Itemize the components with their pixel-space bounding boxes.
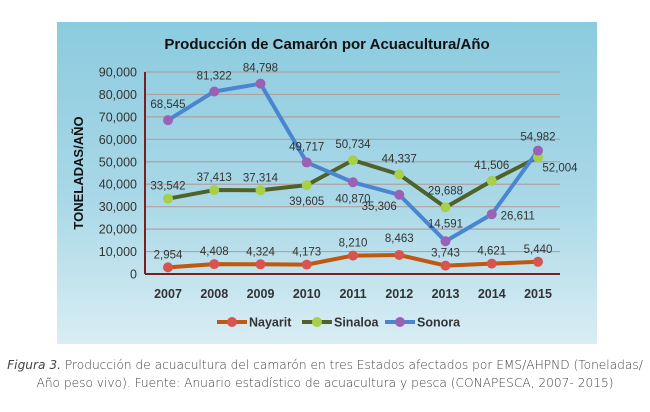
data-label: 26,611 <box>501 210 535 222</box>
legend-marker-sinaloa <box>312 317 322 327</box>
data-point-sinaloa <box>486 175 497 186</box>
data-point-sinaloa <box>255 185 266 196</box>
legend-marker-sonora <box>395 317 405 327</box>
data-point-sonora <box>301 157 312 168</box>
data-label: 37,314 <box>243 172 279 184</box>
line-chart: Producción de Camarón por Acuacultura/Añ… <box>71 36 578 330</box>
legend-label-nayarit: Nayarit <box>249 316 292 330</box>
chart-panel: Producción de Camarón por Acuacultura/Añ… <box>57 22 597 344</box>
x-tick-label: 2015 <box>524 287 552 301</box>
y-tick-label: 50,000 <box>99 155 137 169</box>
data-label: 41,506 <box>474 160 509 172</box>
data-label: 4,408 <box>200 246 229 258</box>
data-label: 68,545 <box>150 99 185 111</box>
data-point-sinaloa <box>301 180 312 191</box>
data-point-sonora <box>255 78 266 89</box>
data-label: 8,210 <box>339 238 368 250</box>
data-label: 33,542 <box>150 181 185 193</box>
chart-title: Producción de Camarón por Acuacultura/Añ… <box>164 36 489 53</box>
x-tick-label: 2014 <box>478 287 506 301</box>
x-tick-label: 2013 <box>432 287 460 301</box>
data-label: 35,306 <box>362 201 397 213</box>
data-point-sinaloa <box>394 169 405 180</box>
y-tick-label: 0 <box>130 268 137 282</box>
legend-label-sinaloa: Sinaloa <box>334 316 380 330</box>
data-label: 50,734 <box>335 139 371 151</box>
data-point-sinaloa <box>348 155 358 166</box>
data-point-nayarit <box>533 256 543 267</box>
data-label: 8,463 <box>385 233 414 245</box>
data-point-sonora <box>348 177 358 188</box>
y-tick-label: 60,000 <box>99 133 137 147</box>
figure-caption: Figura 3. Producción de acuacultura del … <box>0 356 650 392</box>
data-label: 39,605 <box>289 196 324 208</box>
data-label: 37,413 <box>197 172 232 184</box>
data-point-nayarit <box>348 250 358 261</box>
data-label: 52,004 <box>542 162 578 174</box>
data-point-sonora <box>533 145 543 156</box>
data-label: 14,591 <box>428 218 463 230</box>
data-label: 29,688 <box>428 185 463 197</box>
y-tick-label: 20,000 <box>99 223 137 237</box>
data-label: 2,954 <box>154 249 183 261</box>
data-label: 54,982 <box>520 132 555 144</box>
data-label: 44,337 <box>382 153 417 165</box>
y-tick-label: 80,000 <box>99 88 137 102</box>
x-tick-label: 2012 <box>385 287 413 301</box>
legend-label-sonora: Sonora <box>417 316 461 330</box>
data-label: 4,324 <box>246 246 275 258</box>
data-point-nayarit <box>440 260 451 271</box>
data-label: 4,173 <box>292 247 321 259</box>
data-point-sonora <box>394 189 405 200</box>
y-tick-label: 70,000 <box>99 110 137 124</box>
x-tick-label: 2010 <box>293 287 321 301</box>
data-point-sonora <box>163 115 173 126</box>
y-tick-label: 10,000 <box>99 245 137 259</box>
data-point-nayarit <box>394 250 405 261</box>
x-tick-label: 2008 <box>200 287 228 301</box>
data-label: 4,621 <box>477 246 506 258</box>
data-point-sinaloa <box>163 193 173 204</box>
data-point-sonora <box>440 236 451 247</box>
y-axis-label: TONELADAS/AÑO <box>71 116 86 229</box>
data-point-sonora <box>209 86 220 97</box>
caption-line1: Producción de acuacultura del camarón en… <box>61 358 643 372</box>
data-label: 40,870 <box>335 193 370 205</box>
data-point-nayarit <box>255 259 266 270</box>
data-point-sonora <box>486 209 497 220</box>
legend-marker-nayarit <box>227 317 237 327</box>
data-point-sinaloa <box>209 185 220 196</box>
data-point-nayarit <box>301 259 312 270</box>
x-tick-label: 2011 <box>339 287 366 301</box>
y-tick-label: 40,000 <box>99 178 137 192</box>
caption-line2: Año peso vivo). Fuente: Anuario estadíst… <box>36 376 614 390</box>
y-tick-label: 90,000 <box>99 66 137 80</box>
data-label: 5,440 <box>524 244 553 256</box>
data-label: 81,322 <box>197 70 232 82</box>
data-point-nayarit <box>486 258 497 269</box>
data-point-nayarit <box>163 262 173 273</box>
x-tick-label: 2009 <box>247 287 275 301</box>
data-label: 49,717 <box>289 141 324 153</box>
y-tick-label: 30,000 <box>99 200 137 214</box>
data-label: 3,743 <box>431 248 460 260</box>
figure-label: Figura 3. <box>7 358 62 372</box>
data-point-nayarit <box>209 259 220 270</box>
x-tick-label: 2007 <box>154 287 182 301</box>
data-label: 84,798 <box>243 63 278 75</box>
data-point-sinaloa <box>440 202 451 213</box>
